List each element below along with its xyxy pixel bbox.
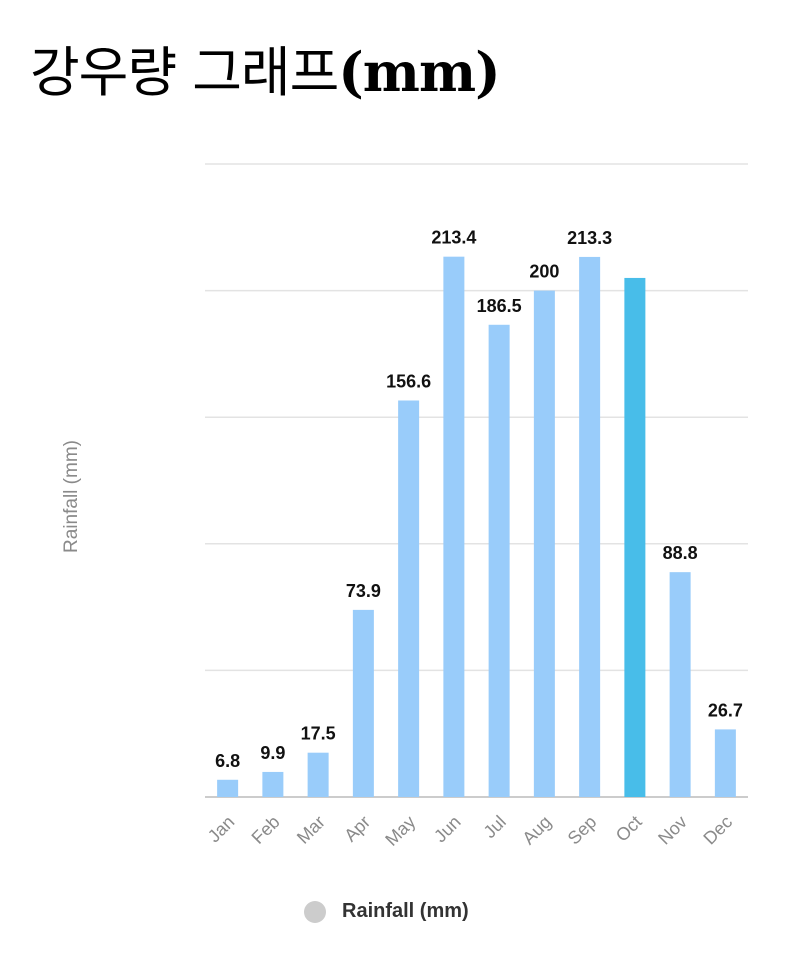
bar-nov bbox=[669, 572, 691, 797]
data-label: 17.5 bbox=[301, 724, 336, 744]
bar-dec bbox=[714, 729, 736, 797]
x-tick-label: Feb bbox=[248, 812, 284, 848]
bar-jul bbox=[488, 324, 510, 797]
chart-title-text: 강우량 그래프 bbox=[30, 41, 339, 104]
x-tick-label: Aug bbox=[518, 812, 555, 849]
bar-may bbox=[398, 400, 420, 797]
chart-legend: Rainfall (mm) bbox=[304, 900, 469, 923]
bar-aug bbox=[533, 290, 555, 797]
x-tick-label: Nov bbox=[654, 812, 691, 849]
data-label: 73.9 bbox=[346, 581, 381, 601]
x-tick-label: Jun bbox=[430, 812, 465, 847]
data-label: 156.6 bbox=[386, 371, 431, 391]
bar-jun bbox=[443, 256, 465, 797]
x-tick-label: Oct bbox=[612, 812, 646, 846]
bar-apr bbox=[352, 609, 374, 797]
chart-title: 강우량 그래프(mm) bbox=[30, 28, 501, 107]
data-label: 213.3 bbox=[567, 228, 612, 248]
x-tick-label: Jan bbox=[204, 812, 239, 847]
data-label: 213.4 bbox=[431, 228, 476, 248]
legend-swatch bbox=[304, 900, 326, 923]
x-tick-label: Dec bbox=[699, 812, 736, 849]
bar-sep bbox=[579, 256, 601, 797]
rainfall-bar-chart: Rainfall (mm) 6.8 Jan 9.9 Feb 17.5 Mar 73.9 Apr 1… bbox=[61, 163, 748, 850]
x-tick-label: May bbox=[381, 812, 419, 850]
data-label: 9.9 bbox=[260, 743, 285, 763]
bar-oct bbox=[624, 277, 646, 797]
bar-feb bbox=[262, 771, 284, 797]
x-tick-label: Sep bbox=[564, 812, 601, 849]
bar-mar bbox=[307, 752, 329, 797]
chart-title-unit: (mm) bbox=[338, 40, 500, 104]
legend-label: Rainfall (mm) bbox=[342, 900, 469, 922]
bar-jan bbox=[217, 779, 239, 797]
x-tick-label: Apr bbox=[340, 812, 374, 846]
data-label: 26.7 bbox=[708, 700, 743, 720]
data-label: 88.8 bbox=[663, 543, 698, 563]
x-tick-label: Jul bbox=[480, 812, 510, 842]
data-label: 200 bbox=[529, 262, 559, 282]
data-label: 6.8 bbox=[215, 751, 240, 771]
data-label: 186.5 bbox=[477, 296, 522, 316]
y-axis-title: Rainfall (mm) bbox=[61, 440, 82, 553]
x-tick-label: Mar bbox=[293, 812, 329, 848]
